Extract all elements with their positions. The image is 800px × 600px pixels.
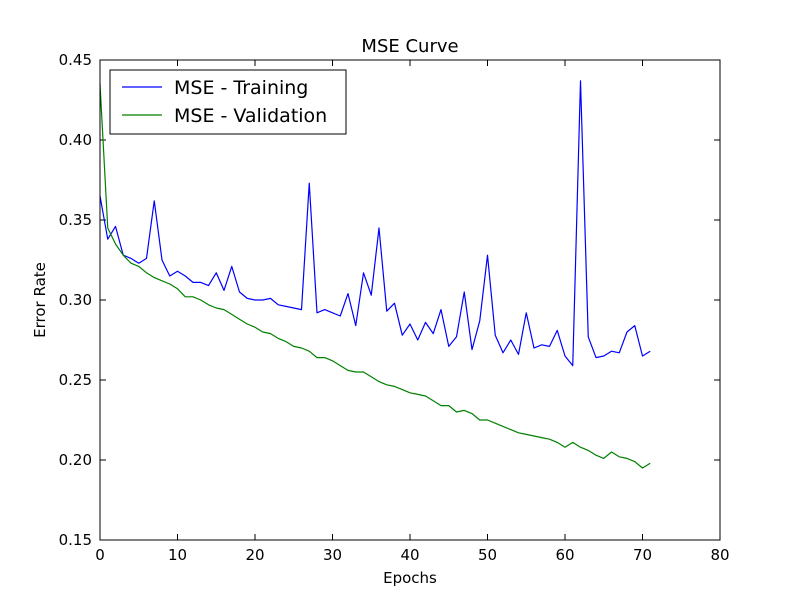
x-axis-title: Epochs [383, 569, 437, 587]
x-tick-label: 0 [95, 546, 105, 564]
series-layer [99, 80, 651, 469]
x-tick-label: 20 [245, 546, 264, 564]
x-tick-label: 80 [710, 546, 729, 564]
series-line-validation [99, 83, 651, 469]
x-tick-label: 50 [478, 546, 497, 564]
x-tick-label: 30 [323, 546, 342, 564]
legend-label: MSE - Validation [174, 105, 327, 127]
x-tick-label: 60 [555, 546, 574, 564]
y-axis-title: Error Rate [31, 262, 49, 338]
series-line-training [99, 80, 651, 367]
x-tick-label: 70 [633, 546, 652, 564]
y-tick-label: 0.35 [59, 211, 92, 229]
x-tick-label: 40 [400, 546, 419, 564]
y-tick-label: 0.25 [59, 371, 92, 389]
y-tick-label: 0.20 [59, 451, 92, 469]
y-tick-label: 0.30 [59, 291, 92, 309]
y-tick-label: 0.15 [59, 531, 92, 549]
chart-title: MSE Curve [361, 36, 458, 57]
y-tick-label: 0.45 [59, 51, 92, 69]
legend-box [109, 69, 347, 135]
x-tick-label: 10 [168, 546, 187, 564]
legend-label: MSE - Training [174, 77, 308, 99]
plot-frame [99, 59, 721, 541]
y-tick-label: 0.40 [59, 131, 92, 149]
axis-ticks: 0 10 20 30 40 50 60 70 80 0.15 0.20 0.25 0.30 0.35 0.4… [59, 51, 730, 564]
legend: MSE - Training MSE - Validation [109, 69, 347, 135]
